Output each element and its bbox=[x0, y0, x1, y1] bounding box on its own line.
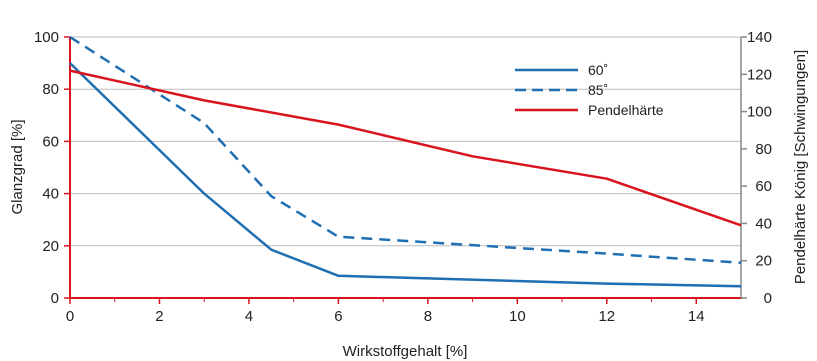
x-tick-label-5: 10 bbox=[509, 308, 526, 325]
y2-tick-label-2: 40 bbox=[755, 215, 772, 232]
y2-tick-label-3: 60 bbox=[755, 178, 772, 195]
x-tick-label-2: 4 bbox=[245, 308, 253, 325]
y-axis-title: Glanzgrad [%] bbox=[9, 119, 26, 214]
y2-tick-label-5: 100 bbox=[747, 104, 772, 121]
x-tick-label-1: 2 bbox=[155, 308, 163, 325]
series-line-0 bbox=[69, 62, 742, 288]
y-tick-label-0: 0 bbox=[51, 290, 59, 307]
y2-tick-label-6: 120 bbox=[747, 66, 772, 83]
y-tick-label-3: 60 bbox=[42, 133, 59, 150]
y-tick-label-5: 100 bbox=[34, 29, 59, 46]
legend-label-0: 60˚ bbox=[588, 62, 608, 78]
x-tick-label-3: 6 bbox=[334, 308, 342, 325]
tick-labels: 0 20 40 60 80 100 0 20 40 60 80 100 120 140 0 2 4 6 8 10 12 1… bbox=[34, 29, 772, 325]
x-axis-title: Wirkstoffgehalt [%] bbox=[343, 343, 468, 360]
legend-label-1: 85˚ bbox=[588, 82, 608, 98]
y2-tick-label-1: 20 bbox=[755, 253, 772, 270]
y-tick-label-2: 40 bbox=[42, 186, 59, 203]
legend-label-2: Pendelhärte bbox=[588, 102, 664, 118]
y2-tick-label-7: 140 bbox=[747, 29, 772, 46]
x-tick-label-7: 14 bbox=[688, 308, 705, 325]
series-lines bbox=[69, 35, 742, 288]
y-tick-label-4: 80 bbox=[42, 81, 59, 98]
series-line-2 bbox=[69, 69, 742, 227]
y2-tick-label-0: 0 bbox=[764, 290, 772, 307]
x-tick-label-6: 12 bbox=[598, 308, 615, 325]
x-tick-label-0: 0 bbox=[66, 308, 74, 325]
y2-axis-title: Pendelhärte König [Schwingungen] bbox=[792, 50, 809, 284]
legend: 60˚ 85˚ Pendelhärte bbox=[515, 62, 664, 118]
y2-tick-label-4: 80 bbox=[755, 141, 772, 158]
series-line-1 bbox=[69, 35, 742, 265]
y-tick-label-1: 20 bbox=[42, 238, 59, 255]
axes bbox=[64, 36, 747, 304]
x-tick-label-4: 8 bbox=[424, 308, 432, 325]
